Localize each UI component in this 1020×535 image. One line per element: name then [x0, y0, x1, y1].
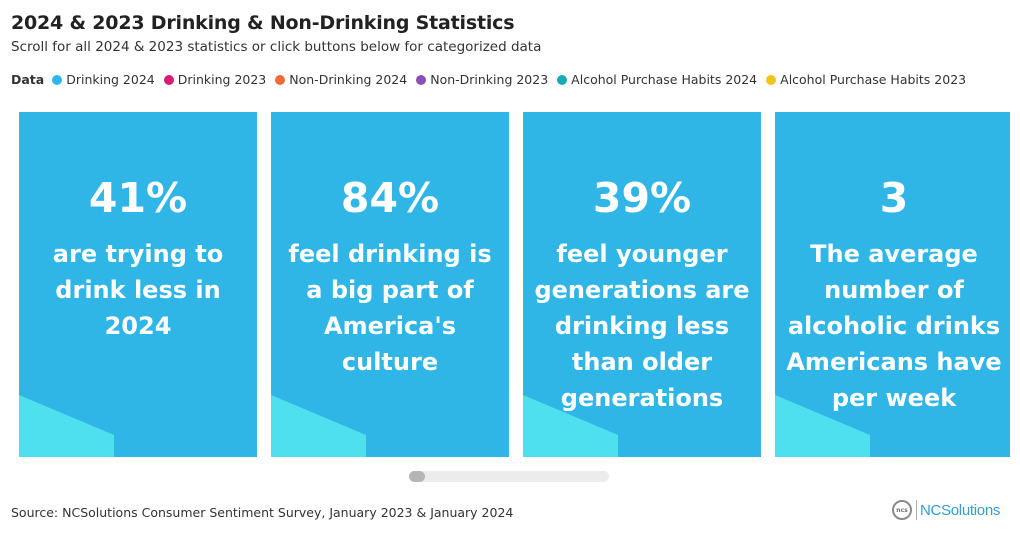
- scrollbar-thumb[interactable]: [409, 471, 425, 482]
- stat-card: 41% are trying to drink less in 2024: [19, 112, 257, 457]
- stat-card: 3 The average number of alcoholic drinks…: [775, 112, 1010, 457]
- legend-dot-icon: [557, 74, 568, 85]
- legend-item-label: Drinking 2023: [177, 72, 267, 87]
- stat-description: feel drinking is a big part of America's…: [288, 240, 492, 376]
- stat-description: feel younger generations are drinking le…: [534, 240, 750, 412]
- page-title: 2024 & 2023 Drinking & Non-Drinking Stat…: [11, 12, 515, 34]
- source-note: Source: NCSolutions Consumer Sentiment S…: [11, 505, 514, 520]
- legend-dot-icon: [275, 74, 286, 85]
- legend-button-non-drinking-2024[interactable]: Non-Drinking 2024: [275, 72, 407, 87]
- horizontal-scrollbar[interactable]: [409, 471, 609, 482]
- legend-item-label: Non-Drinking 2023: [430, 72, 549, 87]
- legend-item-label: Alcohol Purchase Habits 2024: [571, 72, 758, 87]
- card-corner-decoration: [523, 395, 618, 457]
- stat-card: 39% feel younger generations are drinkin…: [523, 112, 761, 457]
- legend-dot-icon: [52, 74, 63, 85]
- legend-dot-icon: [416, 74, 427, 85]
- logo-divider: [916, 500, 917, 520]
- legend-item-label: Drinking 2024: [66, 72, 155, 87]
- card-corner-decoration: [775, 395, 870, 457]
- legend-label: Data: [11, 72, 45, 87]
- legend: Data Drinking 2024 Drinking 2023 Non-Dri…: [11, 72, 975, 87]
- legend-button-non-drinking-2023[interactable]: Non-Drinking 2023: [416, 72, 548, 87]
- card-corner-decoration: [19, 395, 114, 457]
- legend-button-drinking-2024[interactable]: Drinking 2024: [52, 72, 155, 87]
- stat-number: 39%: [592, 174, 692, 222]
- stat-cards-carousel[interactable]: 41% are trying to drink less in 2024 84%…: [19, 112, 1010, 457]
- legend-button-purchase-habits-2024[interactable]: Alcohol Purchase Habits 2024: [557, 72, 757, 87]
- legend-button-purchase-habits-2023[interactable]: Alcohol Purchase Habits 2023: [766, 72, 966, 87]
- stat-number: 3: [879, 174, 909, 222]
- legend-dot-icon: [163, 74, 174, 85]
- stat-description: The average number of alcoholic drinks A…: [786, 240, 1002, 412]
- ncsolutions-logo: ncs NCSolutions: [892, 500, 1000, 520]
- legend-dot-icon: [766, 74, 777, 85]
- page-subtitle: Scroll for all 2024 & 2023 statistics or…: [11, 39, 542, 55]
- ncs-logo-icon: ncs: [892, 500, 912, 520]
- logo-wordmark: NCSolutions: [920, 501, 1001, 519]
- stat-description: are trying to drink less in 2024: [52, 240, 224, 340]
- legend-item-label: Non-Drinking 2024: [289, 72, 408, 87]
- stat-number: 41%: [88, 174, 188, 222]
- legend-button-drinking-2023[interactable]: Drinking 2023: [163, 72, 267, 87]
- stat-number: 84%: [340, 174, 440, 222]
- card-corner-decoration: [271, 395, 366, 457]
- legend-item-label: Alcohol Purchase Habits 2023: [780, 72, 967, 87]
- stat-card: 84% feel drinking is a big part of Ameri…: [271, 112, 509, 457]
